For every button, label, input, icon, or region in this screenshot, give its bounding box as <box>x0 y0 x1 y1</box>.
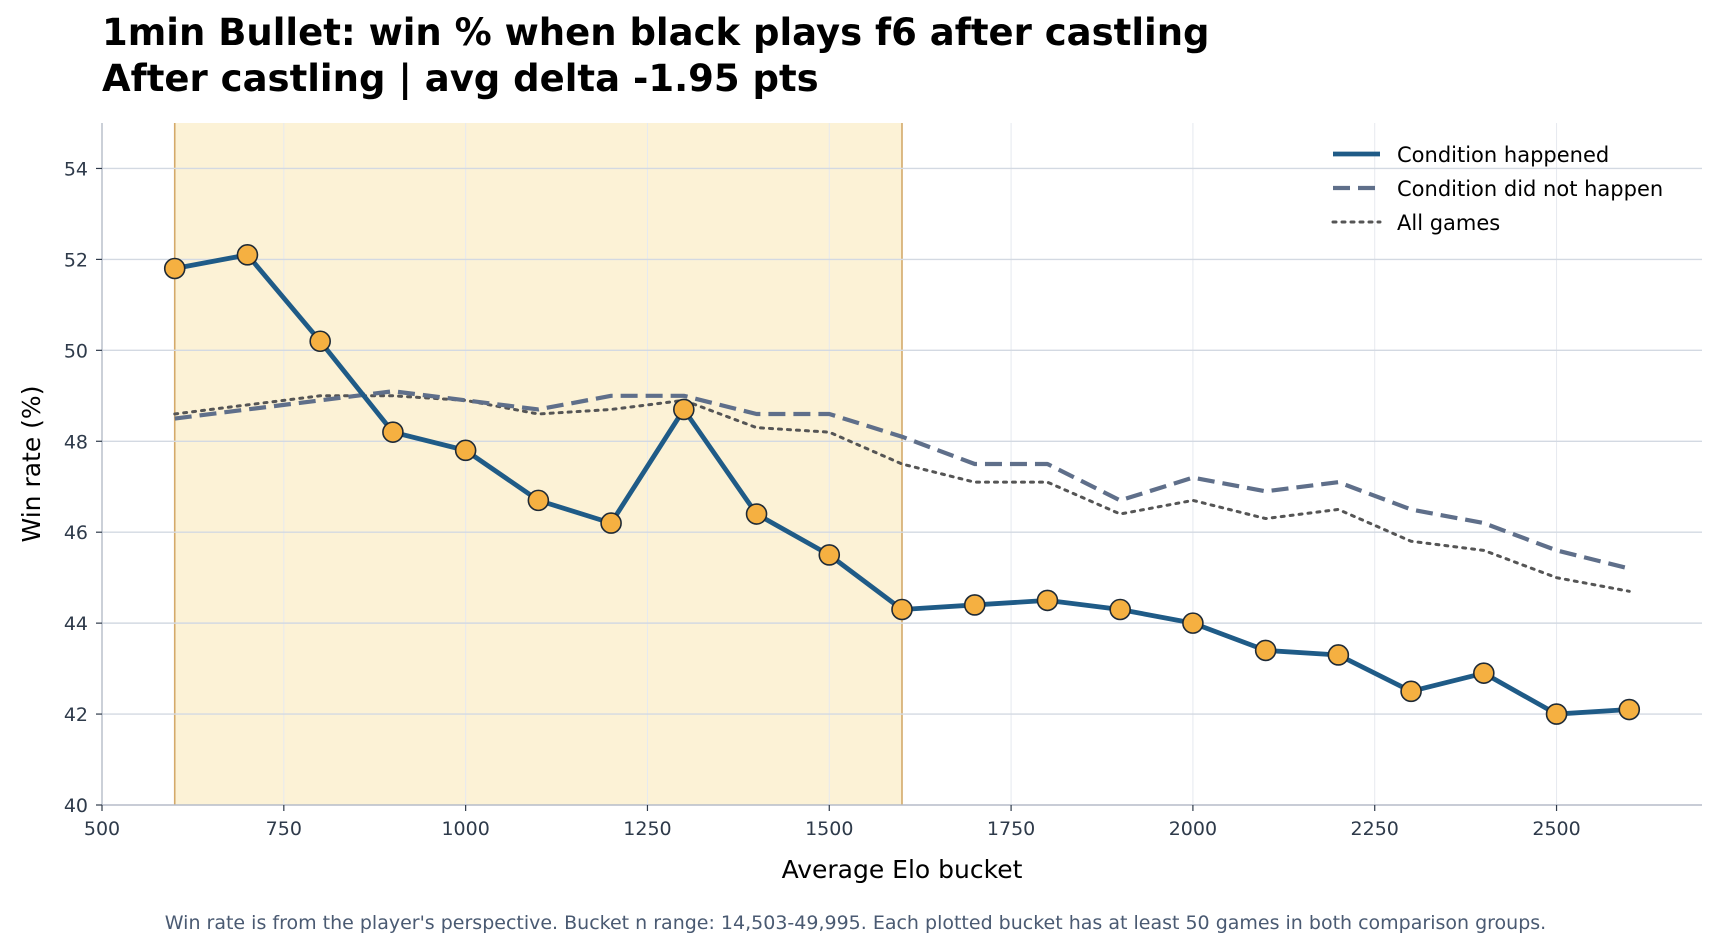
data-point <box>1036 589 1059 612</box>
data-point <box>1545 703 1568 725</box>
data-point <box>1182 612 1204 634</box>
data-point <box>818 544 841 566</box>
series-line-dashed <box>174 389 1630 571</box>
data-point <box>236 244 259 266</box>
series-layer <box>163 244 1641 725</box>
legend-label: All games <box>1397 211 1500 235</box>
axes-layer: 500 750 1000 1250 1500 1750 2000 2250 2500 40 42 44… <box>64 123 1702 840</box>
data-point <box>527 489 550 512</box>
data-point <box>454 439 477 462</box>
data-point <box>1327 644 1350 666</box>
legend-label: Condition happened <box>1397 143 1609 167</box>
x-tick-label: 1250 <box>623 818 671 840</box>
data-point <box>891 598 913 621</box>
x-tick-label: 1500 <box>805 818 853 840</box>
data-point <box>745 503 768 525</box>
y-axis-title: Win rate (%) <box>17 386 46 543</box>
data-point <box>1618 698 1641 721</box>
x-tick-label: 2000 <box>1169 818 1217 840</box>
data-point <box>1254 639 1277 662</box>
y-tick-label: 50 <box>64 340 88 362</box>
y-tick-label: 54 <box>64 158 88 180</box>
y-tick-label: 40 <box>64 795 88 817</box>
y-tick-label: 44 <box>64 613 88 635</box>
footnote: Win rate is from the player's perspectiv… <box>164 912 1547 934</box>
data-point <box>163 257 186 280</box>
data-point <box>673 398 695 421</box>
data-point <box>1400 680 1422 703</box>
x-axis-title: Average Elo bucket <box>782 855 1023 884</box>
x-tick-label: 500 <box>84 818 120 840</box>
highlight-band-layer <box>173 123 903 805</box>
data-point <box>963 594 986 616</box>
y-tick-label: 52 <box>64 249 88 271</box>
x-tick-label: 1000 <box>441 818 489 840</box>
data-point <box>1109 598 1131 621</box>
data-point <box>309 330 331 353</box>
x-tick-label: 2250 <box>1351 818 1399 840</box>
y-tick-label: 48 <box>64 431 88 453</box>
chart-title: 1min Bullet: win % when black plays f6 a… <box>102 11 1210 54</box>
line-chart: 500 750 1000 1250 1500 1750 2000 2250 2500 40 42 44… <box>17 123 1702 884</box>
legend: Condition happened Condition did not happ… <box>1331 143 1663 235</box>
x-tick-label: 750 <box>266 818 302 840</box>
highlight-band <box>174 123 902 805</box>
y-tick-label: 42 <box>64 704 88 726</box>
series-line-dotted <box>173 394 1631 593</box>
y-tick-label: 46 <box>64 522 88 544</box>
x-tick-label: 1750 <box>987 818 1035 840</box>
legend-label: Condition did not happen <box>1397 177 1663 201</box>
data-point <box>1473 662 1495 684</box>
chart-title-block: 1min Bullet: win % when black plays f6 a… <box>102 10 1210 102</box>
x-tick-label: 2500 <box>1532 818 1580 840</box>
data-point <box>382 421 404 443</box>
data-point <box>600 512 622 534</box>
chart-subtitle: After castling | avg delta -1.95 pts <box>102 57 819 100</box>
